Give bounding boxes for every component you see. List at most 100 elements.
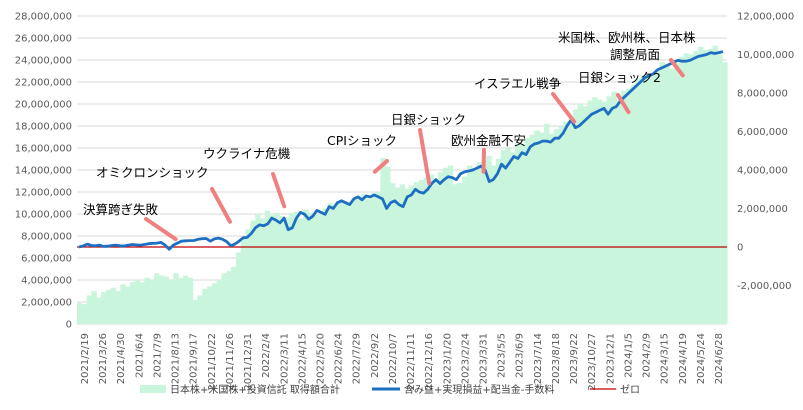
y-left-tick-label: 12,000,000 — [15, 188, 72, 199]
x-tick-label: 2023/10/27 — [587, 333, 598, 391]
x-tick-label: 2021/3/26 — [98, 333, 109, 384]
y-right-tick-label: 12,000,000 — [737, 12, 794, 23]
x-tick-label: 2022/9/2 — [370, 333, 381, 378]
area-bar — [462, 176, 468, 324]
x-tick-label: 2024/3/15 — [660, 333, 671, 384]
area-bar — [539, 132, 545, 324]
area-bar — [467, 165, 473, 324]
area-bar — [192, 299, 198, 324]
area-bar — [317, 214, 324, 324]
area-bar — [250, 220, 256, 324]
legend: 日本株+米国株+投資信託 取得額合計 含み益+実現損益+配当金-手数料 ゼロ — [140, 383, 640, 396]
area-bar — [452, 184, 458, 324]
area-bar — [356, 196, 362, 324]
area-bar — [433, 178, 439, 324]
area-bar — [702, 50, 709, 324]
area-bar — [505, 146, 511, 324]
annotation-arrow — [551, 92, 577, 124]
y-left-tick-label: 4,000,000 — [21, 276, 72, 287]
y-axis-left: 0 2,000,000 4,000,000 6,000,000 8,000,000 10,… — [15, 12, 72, 331]
area-bar — [231, 266, 237, 324]
area-bar — [674, 63, 680, 325]
area-bar — [592, 97, 598, 325]
area-bar — [722, 62, 728, 324]
y-axis-right: -2,000,000 0 2,000,000 4,000,000 6,000,000 8,… — [737, 12, 794, 293]
area-bar — [134, 280, 141, 324]
annotation-arrow — [271, 172, 287, 209]
area-bar — [649, 74, 656, 324]
x-tick-label: 2024/1/5 — [623, 333, 634, 378]
annotation-line: 欧州金融不安 — [451, 133, 526, 148]
area-bar — [698, 46, 704, 325]
area-bar — [471, 167, 478, 324]
y-left-tick-label: 10,000,000 — [15, 210, 72, 221]
area-bar — [337, 201, 343, 324]
area-bar — [365, 198, 372, 324]
area-bar — [370, 193, 377, 324]
annotation-line: ウクライナ危機 — [203, 146, 291, 161]
area-bar — [101, 292, 107, 324]
area-bar — [351, 199, 357, 324]
y-right-tick-label: 8,000,000 — [737, 89, 788, 100]
y-left-tick-label: 18,000,000 — [15, 122, 72, 133]
annotation-label: 日銀ショック2 — [578, 70, 661, 85]
area-bar — [332, 205, 338, 324]
y-left-tick-label: 8,000,000 — [21, 232, 72, 243]
x-tick-label: 2021/8/13 — [171, 333, 182, 384]
y-left-tick-label: 6,000,000 — [21, 254, 72, 265]
annotation-line: 決算跨ぎ失敗 — [83, 202, 159, 217]
area-bar — [226, 271, 232, 324]
y-left-tick-label: 20,000,000 — [15, 100, 72, 111]
area-bar — [630, 85, 637, 324]
area-bar — [235, 252, 242, 324]
x-tick-label: 2021/10/22 — [207, 333, 218, 391]
x-tick-label: 2022/4/15 — [297, 333, 308, 384]
annotations: 決算跨ぎ失敗 オミクロンショック ウクライナ危機 CPIショック 日銀ショック欧州金融不… — [83, 30, 696, 242]
area-bar — [529, 134, 536, 324]
area-bar — [534, 130, 540, 324]
area-bar — [394, 187, 401, 324]
area-bar — [139, 282, 146, 324]
annotation-arrow — [669, 58, 685, 78]
annotation-line: イスラエル戦争 — [474, 76, 561, 91]
y-right-tick-label: 2,000,000 — [737, 204, 788, 215]
annotation-line: 調整局面 — [610, 47, 660, 62]
area-bar — [717, 54, 723, 324]
area-bar — [621, 90, 627, 324]
area-bar — [447, 165, 454, 324]
x-tick-label: 2021/7/9 — [152, 333, 163, 378]
x-tick-label: 2024/6/28 — [714, 333, 725, 384]
x-tick-label: 2022/6/24 — [334, 333, 345, 384]
y-left-tick-label: 26,000,000 — [15, 34, 72, 45]
x-tick-label: 2023/8/18 — [551, 333, 562, 384]
x-tick-label: 2023/12/1 — [605, 333, 616, 384]
area-bar — [515, 143, 521, 324]
area-bar — [712, 45, 718, 324]
area-bar — [77, 303, 83, 324]
annotation-label: オミクロンショック — [96, 165, 209, 180]
area-bar — [664, 65, 670, 324]
x-tick-label: 2023/5/5 — [497, 333, 508, 378]
area-bar — [279, 216, 285, 324]
annotation-arrow — [210, 187, 232, 224]
area-bar — [269, 215, 276, 324]
area-bar — [611, 91, 617, 325]
x-tick-label: 2023/3/31 — [479, 333, 490, 384]
area-bar — [187, 277, 194, 324]
area-bar — [389, 183, 396, 324]
area-bar — [553, 129, 560, 324]
area-bar — [385, 166, 391, 324]
y-left-tick-label: 16,000,000 — [15, 144, 72, 155]
x-tick-label: 2022/11/11 — [406, 333, 417, 391]
y-left-tick-label: 0 — [66, 320, 72, 331]
area-bar — [110, 287, 117, 324]
area-bar — [404, 188, 410, 324]
area-bar — [240, 238, 247, 324]
area-bar — [144, 277, 150, 324]
x-tick-label: 2023/1/20 — [442, 333, 453, 384]
area-bar — [115, 291, 121, 324]
y-left-tick-label: 14,000,000 — [15, 166, 72, 177]
x-tick-label: 2022/2/4 — [261, 333, 272, 378]
annotation-arrow — [372, 159, 389, 174]
